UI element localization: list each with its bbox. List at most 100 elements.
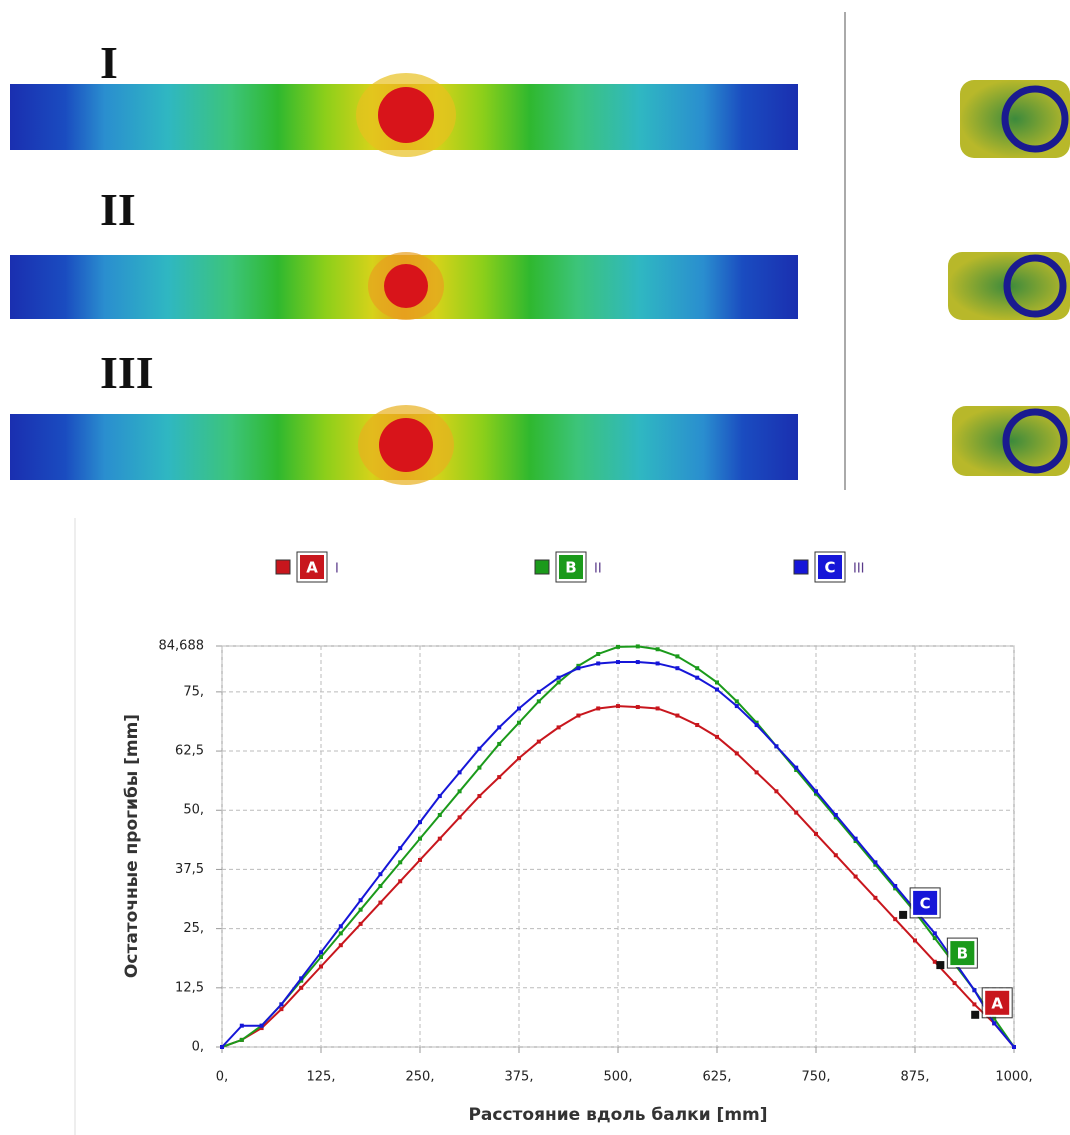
data-point [933,931,937,935]
y-tick-label: 0, [192,1040,204,1055]
legend-label: I [335,562,339,577]
data-point [260,1024,264,1028]
annotation-text: A [991,994,1003,1012]
beam-hotspot [378,87,434,143]
data-point [675,666,679,670]
data-point [517,706,521,710]
data-point [398,879,402,883]
data-point [755,770,759,774]
y-tick-label: 62,5 [175,744,204,759]
data-point [596,706,600,710]
end-views [948,80,1070,476]
data-point [873,896,877,900]
data-point [497,775,501,779]
y-tick-label: 50, [183,803,204,818]
data-point [695,723,699,727]
data-point [656,647,660,651]
data-point [438,794,442,798]
annotation-point [971,1011,979,1019]
x-tick-label: 375, [505,1070,534,1085]
data-point [1012,1045,1016,1049]
beam-label: I [100,37,118,88]
annotation-point [936,961,944,969]
x-tick-label: 875, [901,1070,930,1085]
data-point [656,661,660,665]
data-point [517,721,521,725]
data-point [339,924,343,928]
data-point [240,1038,244,1042]
data-point [458,789,462,793]
data-point [576,714,580,718]
series-line [222,706,1014,1047]
data-point [537,690,541,694]
data-point [675,654,679,658]
data-point [359,898,363,902]
data-point [477,747,481,751]
data-point [359,922,363,926]
data-point [398,846,402,850]
data-point [497,725,501,729]
data-point [854,875,858,879]
legend-swatch [535,560,549,574]
data-point [814,832,818,836]
data-point [557,725,561,729]
legend-tag-text: A [306,559,318,577]
data-point [497,742,501,746]
x-tick-label: 0, [216,1070,228,1085]
data-point [616,704,620,708]
data-point [616,660,620,664]
data-point [695,666,699,670]
annotation-text: B [957,945,968,963]
data-point [913,938,917,942]
data-point [893,917,897,921]
y-tick-label: 25, [183,921,204,936]
data-point [537,740,541,744]
beam-figures: I II III [10,12,1070,490]
annotation-point [899,911,907,919]
legend-label: II [594,562,602,577]
data-point [537,699,541,703]
data-point [656,706,660,710]
data-point [378,884,382,888]
beam-hotspot [384,264,428,308]
data-point [517,756,521,760]
data-point [279,1007,283,1011]
data-point [834,853,838,857]
data-point [715,735,719,739]
data-point [715,680,719,684]
data-point [418,837,422,841]
data-point [834,813,838,817]
data-point [675,714,679,718]
data-point [279,1002,283,1006]
data-point [438,837,442,841]
data-point [359,908,363,912]
legend-swatch [276,560,290,574]
data-point [774,744,778,748]
x-axis-title: Расстояние вдоль балки [mm] [468,1105,767,1125]
y-tick-label: 75, [183,684,204,699]
data-point [636,644,640,648]
data-point [220,1045,224,1049]
x-tick-label: 500, [604,1070,633,1085]
data-point [319,950,323,954]
page: I II III Расстояние вдоль балки [mm] Ост… [0,0,1070,1135]
data-point [299,976,303,980]
data-point [774,789,778,793]
y-axis-title: Остаточные прогибы [mm] [122,714,142,978]
data-point [596,661,600,665]
legend-tag-text: B [565,559,576,577]
data-point [972,988,976,992]
data-point [755,723,759,727]
x-tick-label: 125, [307,1070,336,1085]
data-point [418,820,422,824]
data-point [794,766,798,770]
data-point [458,815,462,819]
data-point [794,811,798,815]
data-point [576,666,580,670]
data-point [715,688,719,692]
legend-swatch [794,560,808,574]
beam-label: III [100,347,154,398]
beam-hotspot [379,418,433,472]
y-tick-label: 84,688 [159,639,205,654]
data-point [636,705,640,709]
